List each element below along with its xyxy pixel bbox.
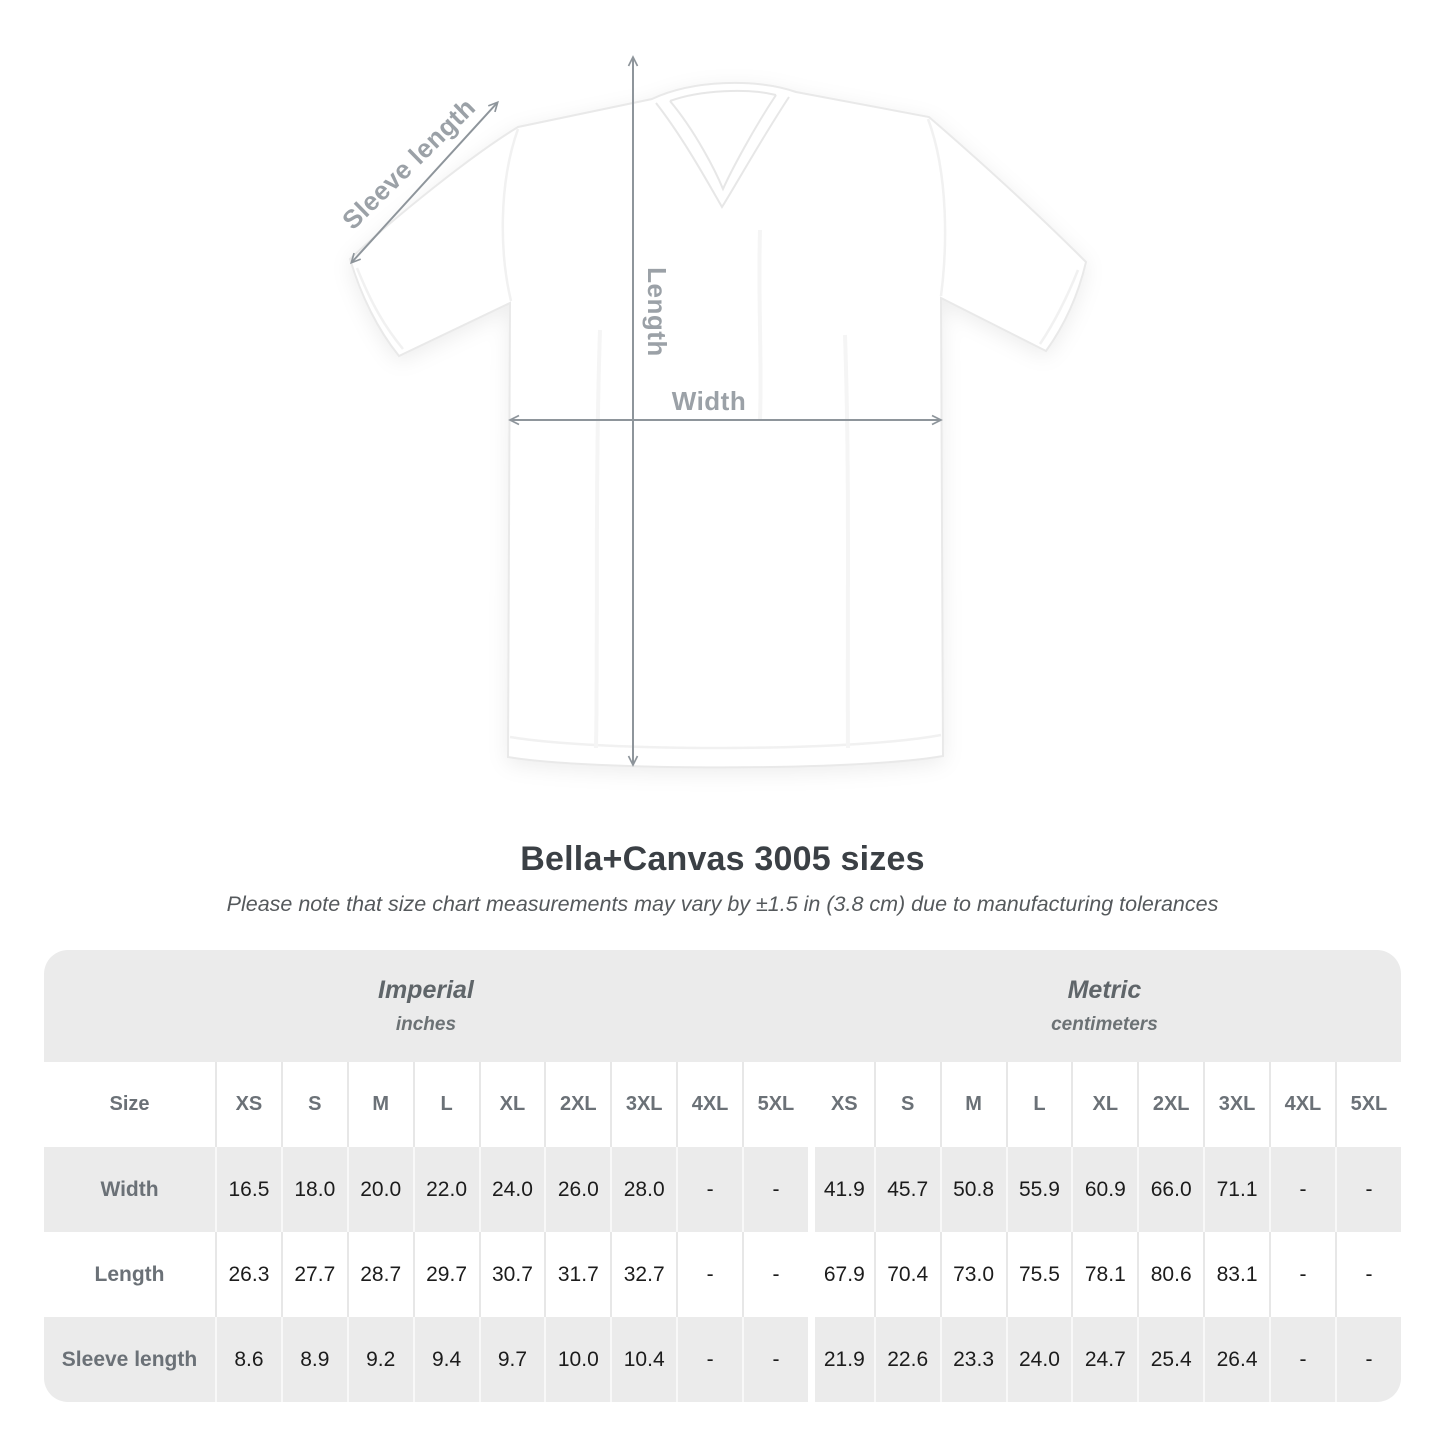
value-cell: - xyxy=(1269,1317,1335,1402)
value-cell: 78.1 xyxy=(1071,1232,1138,1317)
value-cell: 55.9 xyxy=(1005,1147,1072,1232)
value-cell: 25.4 xyxy=(1137,1317,1204,1402)
table-row-sleeve-length: Sleeve length 8.6 8.9 9.2 9.4 9.7 10.0 10.4- -21… xyxy=(44,1317,1401,1402)
width-label: Width xyxy=(672,386,746,416)
size-column-header: L xyxy=(412,1062,479,1147)
tshirt-illustration xyxy=(348,81,1088,769)
value-cell: 20.0 xyxy=(346,1147,413,1232)
size-column-header: 2XL xyxy=(1137,1062,1204,1147)
value-cell: 26.0 xyxy=(544,1147,611,1232)
value-cell: 30.7 xyxy=(478,1232,545,1317)
value-cell: 31.7 xyxy=(544,1232,611,1317)
group-label: Metric xyxy=(1067,976,1142,1004)
size-column-header: S xyxy=(280,1062,347,1147)
value-cell: 27.7 xyxy=(280,1232,347,1317)
group-unit-label: inches xyxy=(395,1014,457,1035)
vneck-collar-outline xyxy=(655,96,790,209)
row-label: Width xyxy=(44,1147,215,1232)
size-column-header: S xyxy=(873,1062,940,1147)
group-label: Imperial xyxy=(378,976,474,1004)
size-column-header: 3XL xyxy=(610,1062,677,1147)
value-cell: 8.9 xyxy=(280,1317,347,1402)
table-row-width: Width 16.5 18.0 20.0 22.0 24.0 26.0 28.0- -41.9 4… xyxy=(44,1147,1401,1232)
value-cell: 9.2 xyxy=(346,1317,413,1402)
unit-group-header-metric: Metric centimeters xyxy=(807,950,1401,1062)
group-unit-label: centimeters xyxy=(1051,1014,1158,1035)
size-column-header: XS xyxy=(215,1062,281,1147)
value-cell: 83.1 xyxy=(1203,1232,1269,1317)
size-column-header: 5XL xyxy=(742,1062,808,1147)
value-cell: 24.0 xyxy=(478,1147,545,1232)
value-cell: 9.4 xyxy=(412,1317,479,1402)
value-cell: 32.7 xyxy=(610,1232,677,1317)
value-cell: - xyxy=(742,1317,808,1402)
value-cell: - xyxy=(1269,1232,1335,1317)
size-column-header: 2XL xyxy=(544,1062,611,1147)
value-cell: 60.9 xyxy=(1071,1147,1138,1232)
size-column-header: L xyxy=(1005,1062,1072,1147)
value-cell: 73.0 xyxy=(939,1232,1006,1317)
value-cell: 66.0 xyxy=(1137,1147,1204,1232)
value-cell: 8.6 xyxy=(215,1317,281,1402)
value-cell: 29.7 xyxy=(412,1232,479,1317)
size-column-header: 5XL xyxy=(1334,1062,1401,1147)
value-cell: 21.9 xyxy=(807,1317,874,1402)
value-cell: - xyxy=(742,1232,808,1317)
size-column-header: M xyxy=(346,1062,413,1147)
value-cell: 71.1 xyxy=(1203,1147,1269,1232)
value-cell: 41.9 xyxy=(807,1147,874,1232)
size-column-header: XL xyxy=(478,1062,545,1147)
length-label: Length xyxy=(642,267,672,357)
value-cell: 80.6 xyxy=(1137,1232,1204,1317)
value-cell: 23.3 xyxy=(939,1317,1006,1402)
unit-group-header-imperial: Imperial inches xyxy=(44,950,808,1062)
value-cell: 70.4 xyxy=(873,1232,940,1317)
value-cell: 22.0 xyxy=(412,1147,479,1232)
value-cell: 10.0 xyxy=(544,1317,611,1402)
value-cell: 16.5 xyxy=(215,1147,281,1232)
value-cell: - xyxy=(1334,1317,1401,1402)
value-cell: 67.9 xyxy=(807,1232,874,1317)
value-cell: - xyxy=(1269,1147,1335,1232)
size-column-header: XL xyxy=(1071,1062,1138,1147)
size-column-header: 4XL xyxy=(1269,1062,1335,1147)
page-title: Bella+Canvas 3005 sizes xyxy=(520,840,925,878)
value-cell: 28.0 xyxy=(610,1147,677,1232)
value-cell: 75.5 xyxy=(1005,1232,1072,1317)
size-diagram: Sleeve length Length Width xyxy=(336,55,1088,769)
size-column-header: M xyxy=(939,1062,1006,1147)
value-cell: 26.4 xyxy=(1203,1317,1269,1402)
row-label: Length xyxy=(44,1232,215,1317)
value-cell: 18.0 xyxy=(280,1147,347,1232)
value-cell: - xyxy=(676,1232,742,1317)
value-cell: 26.3 xyxy=(215,1232,281,1317)
size-header: Size xyxy=(44,1062,215,1147)
value-cell: 22.6 xyxy=(873,1317,940,1402)
size-column-header: 4XL xyxy=(676,1062,742,1147)
value-cell: 45.7 xyxy=(873,1147,940,1232)
size-table-container: Imperial inches Metric centimeters Size XS S M L… xyxy=(44,950,1401,1402)
value-cell: - xyxy=(676,1147,742,1232)
value-cell: - xyxy=(676,1317,742,1402)
value-cell: 10.4 xyxy=(610,1317,677,1402)
size-table: Imperial inches Metric centimeters Size XS S M L… xyxy=(44,950,1401,1402)
tolerance-note: Please note that size chart measurements… xyxy=(226,892,1219,916)
value-cell: 24.0 xyxy=(1005,1317,1072,1402)
value-cell: - xyxy=(1334,1232,1401,1317)
value-cell: - xyxy=(1334,1147,1401,1232)
table-row-length: Length 26.3 27.7 28.7 29.7 30.7 31.7 32.7- -67.9… xyxy=(44,1232,1401,1317)
value-cell: - xyxy=(742,1147,808,1232)
size-column-header: XS xyxy=(807,1062,874,1147)
row-label: Sleeve length xyxy=(44,1317,215,1402)
value-cell: 24.7 xyxy=(1071,1317,1138,1402)
value-cell: 9.7 xyxy=(478,1317,545,1402)
size-column-header: 3XL xyxy=(1203,1062,1269,1147)
value-cell: 28.7 xyxy=(346,1232,413,1317)
value-cell: 50.8 xyxy=(939,1147,1006,1232)
sleeve-length-arrow xyxy=(350,100,499,265)
